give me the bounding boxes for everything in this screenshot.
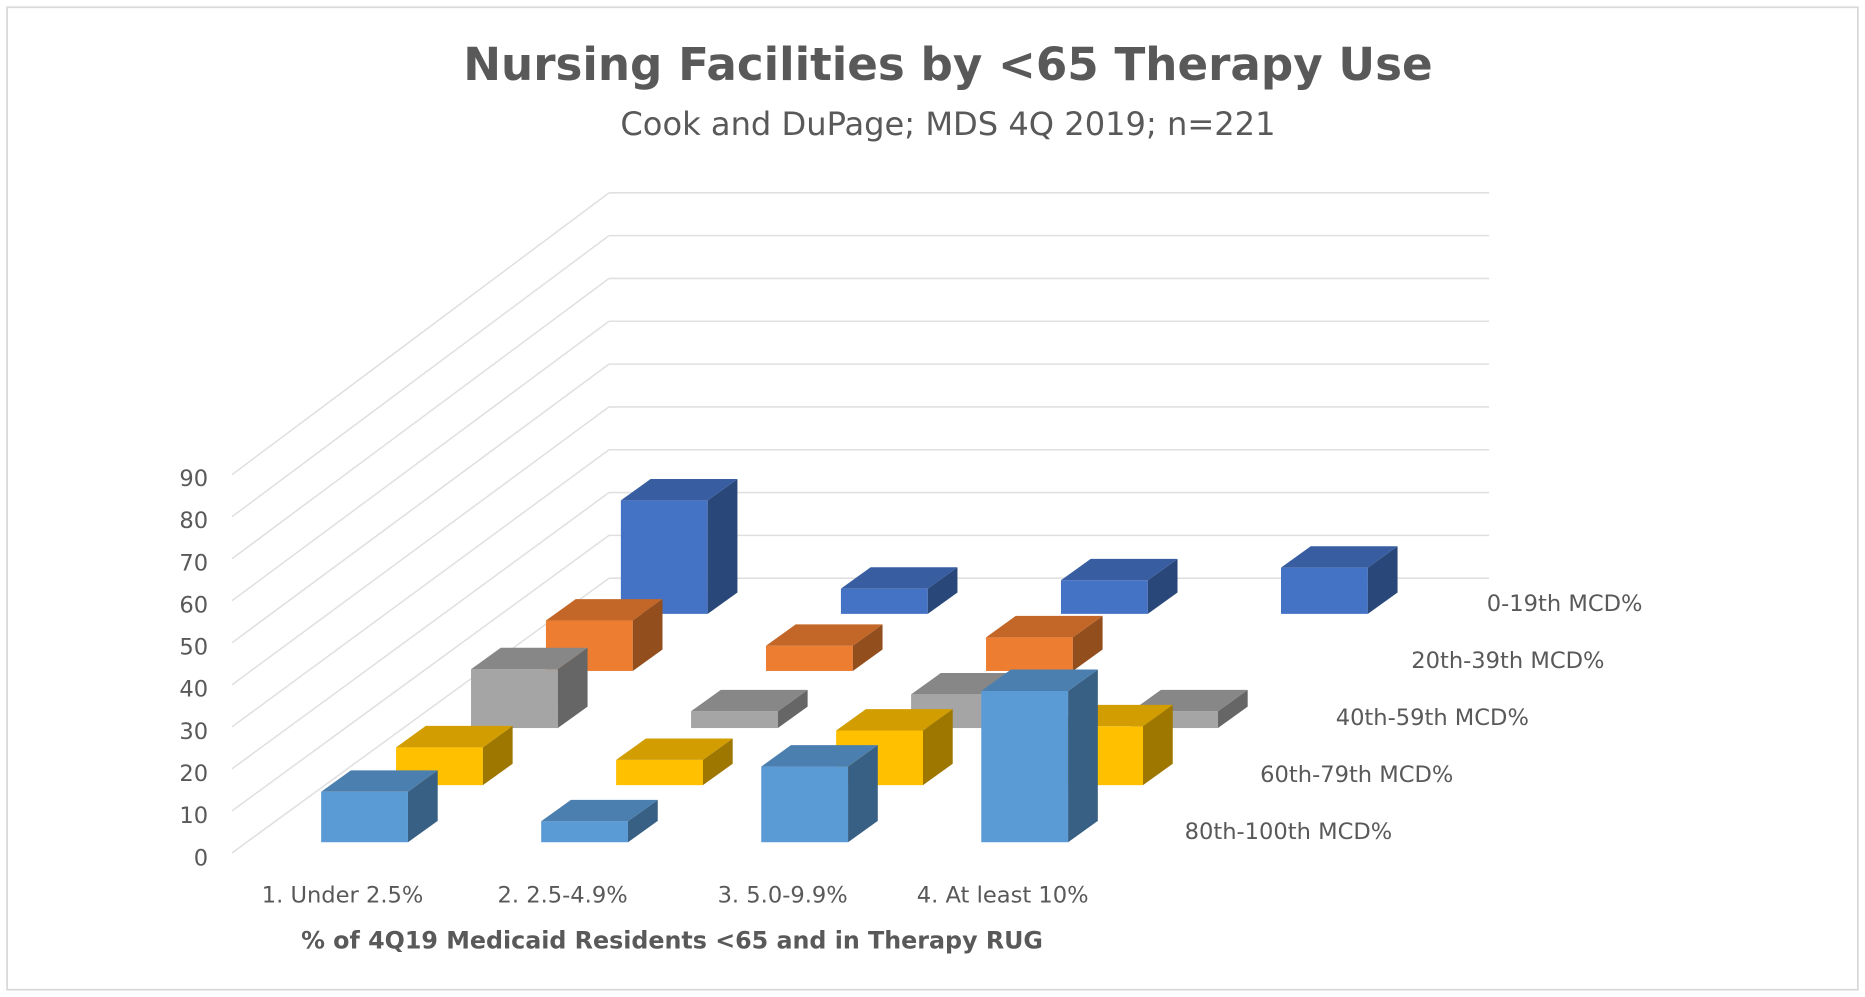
bar-side — [707, 478, 738, 614]
bar-top — [471, 647, 588, 670]
y-tick-label: 40 — [179, 677, 208, 703]
bar-side — [852, 624, 883, 671]
bar-front — [840, 588, 928, 614]
grid-line — [231, 406, 610, 686]
bar-side — [628, 799, 658, 843]
y-tick-label: 20 — [179, 761, 208, 787]
bar — [691, 689, 808, 729]
x-tick-label: 4. At least 10% — [917, 882, 1089, 908]
bar-front — [1060, 580, 1148, 614]
bar-side — [927, 567, 958, 614]
bar — [761, 745, 878, 843]
bar-top — [616, 738, 733, 760]
bar-top — [1280, 546, 1398, 568]
bar-side — [632, 599, 663, 671]
bar-top — [986, 615, 1103, 638]
bar-top — [541, 799, 658, 822]
bar-front — [616, 759, 703, 786]
bar-side — [1217, 689, 1248, 729]
bar-front — [620, 500, 708, 614]
y-tick-label: 80 — [179, 508, 208, 534]
bar-side — [922, 709, 953, 786]
bar-top — [761, 745, 878, 767]
bar — [986, 615, 1103, 671]
grid-line — [231, 449, 610, 728]
bar — [981, 669, 1098, 843]
bar-front — [541, 821, 629, 843]
series-label: 80th-100th MCD% — [1185, 819, 1393, 845]
bar-front — [691, 711, 778, 729]
x-tick-label: 3. 5.0-9.9% — [718, 882, 848, 908]
grid-line — [231, 320, 610, 602]
bar — [541, 799, 658, 843]
y-tick-label: 30 — [179, 719, 208, 745]
chart-title: Nursing Facilities by <65 Therapy Use — [463, 38, 1432, 91]
bar-side — [1143, 704, 1173, 786]
y-tick-label: 90 — [179, 466, 208, 492]
bar-top — [620, 478, 738, 501]
grid-line — [231, 235, 610, 518]
bar-front — [1280, 567, 1368, 614]
bar-side — [482, 725, 513, 786]
y-tick-label: 0 — [194, 845, 208, 871]
bar — [765, 624, 883, 671]
bar-front — [765, 645, 853, 671]
bar-top — [981, 669, 1098, 691]
bar-side — [1147, 558, 1178, 614]
bar — [620, 478, 738, 614]
series-label: 20th-39th MCD% — [1411, 648, 1604, 674]
bar-side — [407, 770, 438, 843]
grid-line — [231, 277, 610, 560]
bar-top — [321, 770, 438, 792]
y-tick-label: 10 — [179, 803, 208, 829]
bar-side — [1072, 615, 1103, 671]
bar-top — [840, 567, 958, 589]
grid-line — [231, 192, 610, 476]
series-label: 40th-59th MCD% — [1336, 705, 1529, 731]
bar-front — [761, 766, 849, 843]
y-tick-label: 50 — [179, 635, 208, 661]
bar-top — [765, 624, 883, 646]
y-tick-label: 60 — [179, 592, 208, 618]
x-tick-label: 2. 2.5-4.9% — [498, 882, 628, 908]
bar-side — [848, 745, 878, 843]
chart-frame — [6, 6, 1859, 991]
bar-side — [777, 689, 808, 729]
bar — [321, 770, 438, 843]
series-label: 60th-79th MCD% — [1260, 762, 1453, 788]
bar-front — [986, 637, 1073, 671]
bar — [471, 647, 588, 729]
bar-top — [1060, 558, 1178, 581]
bar-side — [702, 738, 733, 786]
bar-side — [557, 647, 588, 729]
y-tick-label: 70 — [179, 550, 208, 576]
bar — [840, 567, 958, 614]
bar-top — [396, 725, 513, 748]
grid-line — [231, 363, 610, 644]
series-label: 0-19th MCD% — [1487, 591, 1643, 617]
bar-side — [1367, 546, 1398, 614]
x-axis-title: % of 4Q19 Medicaid Residents <65 and in … — [301, 927, 1043, 955]
bar-front — [321, 791, 408, 843]
x-tick-label: 1. Under 2.5% — [262, 882, 424, 908]
bar — [1280, 546, 1398, 614]
bar-top — [691, 689, 808, 712]
bar-front — [981, 690, 1069, 843]
bar — [1060, 558, 1178, 614]
bar-top — [545, 599, 663, 621]
grid-line — [231, 491, 610, 770]
chart-subtitle: Cook and DuPage; MDS 4Q 2019; n=221 — [620, 105, 1275, 143]
grid-line — [231, 534, 610, 812]
bar-top — [836, 709, 953, 731]
bar-front — [471, 669, 558, 729]
bar — [616, 738, 733, 786]
bar-side — [1068, 669, 1098, 843]
